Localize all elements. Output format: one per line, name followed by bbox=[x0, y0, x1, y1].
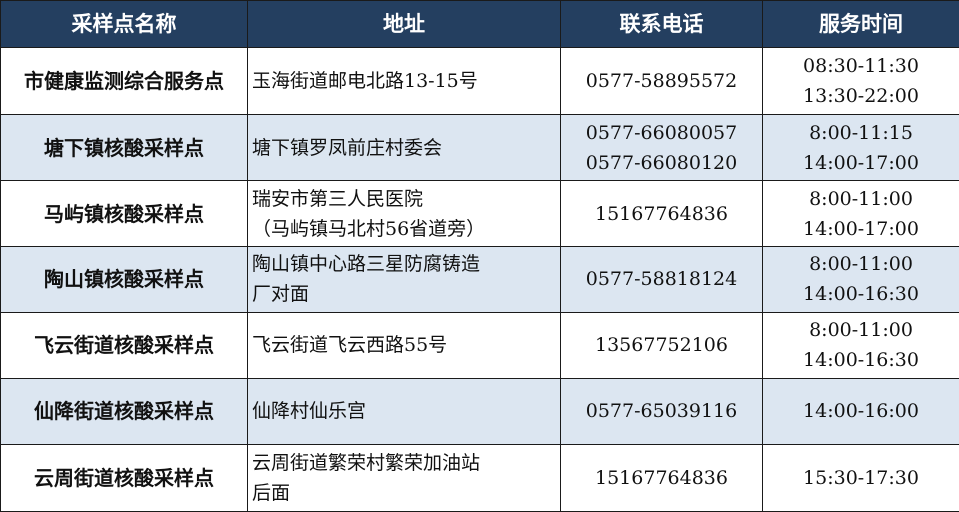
site-hours: 14:00-16:00 bbox=[762, 377, 959, 445]
site-address: 飞云街道飞云西路55号 bbox=[247, 311, 561, 379]
site-phone: 13567752106 bbox=[560, 311, 763, 379]
table-row: 塘下镇核酸采样点 塘下镇罗凤前庄村委会 0577-66080057 0577-6608… bbox=[0, 114, 959, 182]
site-address: 玉海街道邮电北路13-15号 bbox=[247, 46, 561, 116]
site-hours-line: 14:00-16:00 bbox=[803, 400, 919, 423]
site-name: 市健康监测综合服务点 bbox=[0, 46, 248, 116]
site-phone-line: 13567752106 bbox=[595, 334, 728, 357]
site-address-line: 陶山镇中心路三星防腐铸造 bbox=[252, 253, 481, 276]
site-hours-line: 15:30-17:30 bbox=[803, 466, 919, 489]
site-address-line: 云周街道繁荣村繁荣加油站 bbox=[252, 451, 481, 474]
site-phone-line: 0577-58895572 bbox=[585, 70, 738, 93]
site-phone: 15167764836 bbox=[560, 180, 763, 248]
header-hours: 服务时间 bbox=[762, 0, 959, 48]
site-phone-line: 0577-58818124 bbox=[585, 268, 738, 291]
site-address-line: 塘下镇罗凤前庄村委会 bbox=[252, 136, 443, 159]
table-row: 云周街道核酸采样点 云周街道繁荣村繁荣加油站 后面 15167764836 15:30-… bbox=[0, 443, 959, 512]
site-phone: 0577-66080057 0577-66080120 bbox=[560, 114, 763, 182]
site-hours: 08:30-11:30 13:30-22:00 bbox=[762, 46, 959, 116]
site-phone-line: 0577-66080120 bbox=[585, 151, 738, 174]
site-address-line: 瑞安市第三人民医院 bbox=[252, 187, 424, 210]
site-name: 马屿镇核酸采样点 bbox=[0, 180, 248, 248]
site-hours-line: 14:00-16:30 bbox=[803, 283, 919, 306]
site-address: 云周街道繁荣村繁荣加油站 后面 bbox=[247, 443, 561, 512]
table-row: 陶山镇核酸采样点 陶山镇中心路三星防腐铸造 厂对面 0577-58818124 8:00… bbox=[0, 246, 959, 313]
site-phone-line: 0577-66080057 bbox=[585, 121, 738, 144]
site-name: 陶山镇核酸采样点 bbox=[0, 246, 248, 313]
site-hours-line: 13:30-22:00 bbox=[803, 85, 919, 108]
table-row: 飞云街道核酸采样点 飞云街道飞云西路55号 13567752106 8:00-11:0… bbox=[0, 311, 959, 379]
site-hours-line: 8:00-11:00 bbox=[809, 319, 913, 342]
header-phone: 联系电话 bbox=[560, 0, 763, 48]
site-address: 仙降村仙乐宫 bbox=[247, 377, 561, 445]
site-address-line: 厂对面 bbox=[252, 283, 310, 306]
site-address-line: （马屿镇马北村56省道旁） bbox=[252, 217, 486, 240]
header-name: 采样点名称 bbox=[0, 0, 248, 48]
site-hours-line: 14:00-17:00 bbox=[803, 217, 919, 240]
site-name: 云周街道核酸采样点 bbox=[0, 443, 248, 512]
site-hours: 8:00-11:00 14:00-16:30 bbox=[762, 246, 959, 313]
site-hours-line: 8:00-11:15 bbox=[809, 121, 913, 144]
site-hours-line: 8:00-11:00 bbox=[809, 187, 913, 210]
site-phone: 0577-58818124 bbox=[560, 246, 763, 313]
table-row: 仙降街道核酸采样点 仙降村仙乐宫 0577-65039116 14:00-16:00 bbox=[0, 377, 959, 445]
table-row: 市健康监测综合服务点 玉海街道邮电北路13-15号 0577-58895572 08:… bbox=[0, 46, 959, 116]
site-hours: 8:00-11:15 14:00-17:00 bbox=[762, 114, 959, 182]
site-phone-line: 15167764836 bbox=[595, 202, 728, 225]
site-address-line: 飞云街道飞云西路55号 bbox=[252, 334, 448, 357]
site-name: 塘下镇核酸采样点 bbox=[0, 114, 248, 182]
site-hours: 8:00-11:00 14:00-16:30 bbox=[762, 311, 959, 379]
site-hours: 8:00-11:00 14:00-17:00 bbox=[762, 180, 959, 248]
site-hours-line: 14:00-16:30 bbox=[803, 349, 919, 372]
header-row: 采样点名称 地址 联系电话 服务时间 bbox=[0, 0, 959, 48]
site-address-line: 后面 bbox=[252, 481, 291, 504]
site-name: 飞云街道核酸采样点 bbox=[0, 311, 248, 379]
site-hours: 15:30-17:30 bbox=[762, 443, 959, 512]
site-name: 仙降街道核酸采样点 bbox=[0, 377, 248, 445]
site-address: 陶山镇中心路三星防腐铸造 厂对面 bbox=[247, 246, 561, 313]
site-phone-line: 15167764836 bbox=[595, 466, 728, 489]
site-address-line: 仙降村仙乐宫 bbox=[252, 400, 367, 423]
site-phone: 0577-65039116 bbox=[560, 377, 763, 445]
header-address: 地址 bbox=[247, 0, 561, 48]
site-phone-line: 0577-65039116 bbox=[585, 400, 738, 423]
site-address: 瑞安市第三人民医院 （马屿镇马北村56省道旁） bbox=[247, 180, 561, 248]
table-row: 马屿镇核酸采样点 瑞安市第三人民医院 （马屿镇马北村56省道旁） 1516776483… bbox=[0, 180, 959, 248]
site-hours-line: 14:00-17:00 bbox=[803, 151, 919, 174]
site-address: 塘下镇罗凤前庄村委会 bbox=[247, 114, 561, 182]
site-phone: 0577-58895572 bbox=[560, 46, 763, 116]
site-hours-line: 08:30-11:30 bbox=[803, 55, 919, 78]
site-phone: 15167764836 bbox=[560, 443, 763, 512]
site-address-line: 玉海街道邮电北路13-15号 bbox=[252, 70, 478, 93]
site-hours-line: 8:00-11:00 bbox=[809, 253, 913, 276]
